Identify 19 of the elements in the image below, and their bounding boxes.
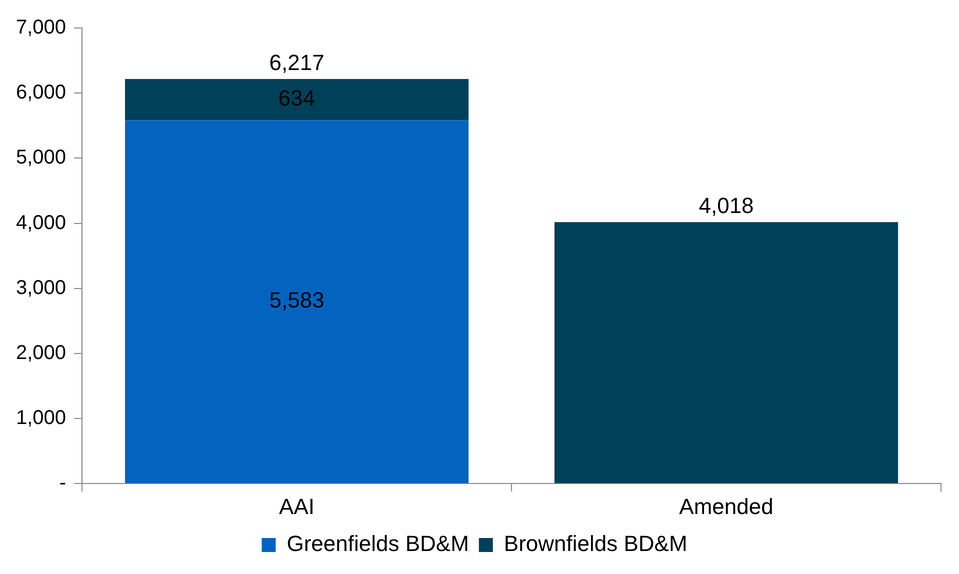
data-label: 5,583 (269, 288, 324, 313)
legend-label: Brownfields BD&M (504, 531, 688, 556)
y-tick-label: 4,000 (16, 212, 66, 234)
y-tick-label: 6,000 (16, 82, 66, 104)
y-tick-label: - (59, 472, 66, 494)
legend-label: Greenfields BD&M (286, 531, 469, 556)
total-label: 6,217 (269, 50, 324, 76)
y-tick-label: 1,000 (16, 407, 66, 430)
y-tick-label: 7,000 (16, 16, 66, 39)
bar (554, 222, 898, 484)
total-label: 4,018 (698, 193, 754, 218)
data-label: 634 (278, 86, 316, 111)
bar (124, 78, 469, 120)
y-tick-label: 2,000 (16, 342, 66, 364)
x-tick-label: Amended (679, 494, 774, 519)
bar (124, 120, 469, 484)
x-tick-label: AAI (279, 494, 315, 519)
y-tick-label: 5,000 (16, 146, 66, 169)
y-tick-label: 3,000 (16, 276, 66, 299)
